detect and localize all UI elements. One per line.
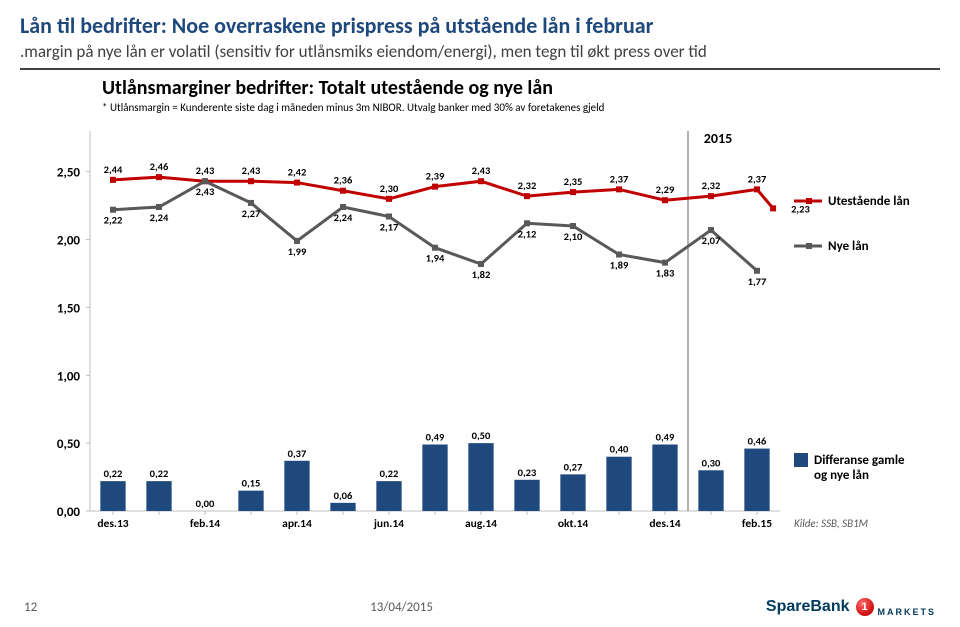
svg-text:Kilde: SSB, SB1M: Kilde: SSB, SB1M <box>794 517 869 530</box>
svg-text:1,77: 1,77 <box>748 275 767 288</box>
svg-text:aug.14: aug.14 <box>465 517 497 531</box>
svg-text:des.13: des.13 <box>97 517 128 531</box>
svg-text:feb.14: feb.14 <box>190 517 220 531</box>
svg-text:0,06: 0,06 <box>334 489 353 502</box>
chart-container: Utlånsmarginer bedrifter: Totalt uteståe… <box>0 76 960 541</box>
svg-text:0,49: 0,49 <box>656 431 675 444</box>
svg-text:2,43: 2,43 <box>196 185 215 198</box>
svg-text:2,35: 2,35 <box>564 175 583 188</box>
slide-title: Lån til bedrifter: Noe overraskene prisp… <box>0 0 960 41</box>
svg-text:1,99: 1,99 <box>288 245 307 258</box>
logo-subtext: MARKETS <box>878 607 937 617</box>
chart-plot: 0,00 0,50 1,00 1,50 2,00 2,50 des.13 feb.14 apr.… <box>20 116 940 541</box>
svg-text:0,22: 0,22 <box>104 467 123 480</box>
svg-text:2,07: 2,07 <box>702 234 721 247</box>
svg-text:0,00: 0,00 <box>57 505 81 520</box>
svg-text:1,83: 1,83 <box>656 267 675 280</box>
logo-ball-icon: 1 <box>856 598 874 616</box>
logo: SpareBank 1 MARKETS <box>766 597 936 617</box>
svg-text:2,43: 2,43 <box>196 164 215 177</box>
svg-text:1,89: 1,89 <box>610 259 629 272</box>
svg-text:2,23: 2,23 <box>791 202 810 215</box>
svg-text:2,32: 2,32 <box>702 179 721 192</box>
svg-text:og nye lån: og nye lån <box>814 468 869 483</box>
footer-date: 13/04/2015 <box>37 600 766 615</box>
title-divider <box>20 68 940 70</box>
svg-text:2,42: 2,42 <box>288 166 307 179</box>
svg-text:2,24: 2,24 <box>334 211 353 224</box>
svg-text:2,22: 2,22 <box>104 214 123 227</box>
svg-text:2,37: 2,37 <box>748 172 767 185</box>
svg-text:2,43: 2,43 <box>242 164 261 177</box>
svg-text:2,36: 2,36 <box>334 174 353 187</box>
svg-text:2,29: 2,29 <box>656 183 675 196</box>
svg-text:2,39: 2,39 <box>426 170 445 183</box>
svg-text:Nye lån: Nye lån <box>828 239 869 254</box>
svg-text:2,32: 2,32 <box>518 179 537 192</box>
svg-text:0,46: 0,46 <box>748 435 767 448</box>
chart-title: Utlånsmarginer bedrifter: Totalt uteståe… <box>102 76 940 100</box>
svg-text:2,44: 2,44 <box>104 163 123 176</box>
svg-text:2015: 2015 <box>704 130 732 147</box>
svg-text:1,50: 1,50 <box>57 301 81 316</box>
svg-text:0,30: 0,30 <box>702 456 721 469</box>
svg-text:0,15: 0,15 <box>242 477 261 490</box>
slide-subtitle: .margin på nye lån er volatil (sensitiv … <box>0 41 960 68</box>
svg-text:2,17: 2,17 <box>380 221 399 234</box>
svg-text:1,00: 1,00 <box>57 369 81 384</box>
svg-text:feb.15: feb.15 <box>742 517 772 531</box>
svg-text:2,37: 2,37 <box>610 172 629 185</box>
svg-text:0,00: 0,00 <box>196 497 215 510</box>
svg-text:2,50: 2,50 <box>57 166 81 181</box>
svg-text:okt.14: okt.14 <box>558 517 589 531</box>
svg-text:0,50: 0,50 <box>472 429 491 442</box>
svg-text:0,40: 0,40 <box>610 443 629 456</box>
svg-text:Differanse gamle: Differanse gamle <box>814 453 905 468</box>
svg-text:Utestående lån: Utestående lån <box>828 194 910 209</box>
svg-text:2,27: 2,27 <box>242 207 261 220</box>
svg-text:2,24: 2,24 <box>150 211 169 224</box>
svg-text:0,50: 0,50 <box>57 437 81 452</box>
svg-text:2,00: 2,00 <box>57 234 81 249</box>
svg-text:0,22: 0,22 <box>150 467 169 480</box>
svg-text:2,30: 2,30 <box>380 182 399 195</box>
svg-text:1,82: 1,82 <box>472 268 491 281</box>
svg-text:2,46: 2,46 <box>150 160 169 173</box>
svg-text:jun.14: jun.14 <box>373 517 404 531</box>
svg-text:apr.14: apr.14 <box>282 517 312 531</box>
page-number: 12 <box>24 600 37 615</box>
svg-text:0,27: 0,27 <box>564 460 583 473</box>
svg-text:0,22: 0,22 <box>380 467 399 480</box>
chart-subtitle: * Utlånsmargin = Kunderente siste dag i … <box>102 101 940 114</box>
svg-text:2,43: 2,43 <box>472 164 491 177</box>
svg-text:0,37: 0,37 <box>288 447 307 460</box>
svg-text:2,10: 2,10 <box>564 230 583 243</box>
logo-text: SpareBank <box>766 598 850 616</box>
svg-text:2,12: 2,12 <box>518 227 537 240</box>
svg-text:des.14: des.14 <box>649 517 680 531</box>
svg-text:0,49: 0,49 <box>426 431 445 444</box>
svg-text:0,23: 0,23 <box>518 466 537 479</box>
slide-footer: 12 13/04/2015 SpareBank 1 MARKETS <box>0 597 960 617</box>
svg-text:1,94: 1,94 <box>426 252 445 265</box>
